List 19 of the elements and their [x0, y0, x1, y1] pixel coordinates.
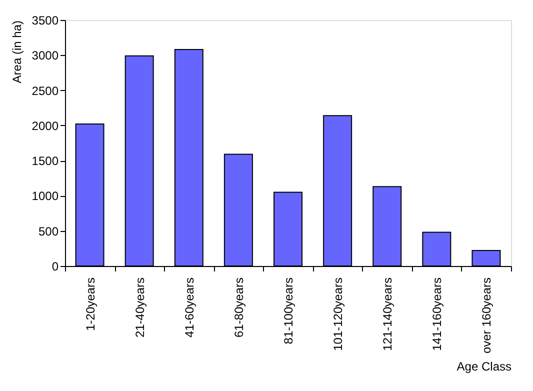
y-tick-label: 2500: [32, 84, 59, 98]
x-tick-label: 121-140years: [380, 278, 395, 351]
x-tick-label: over 160years: [480, 278, 494, 354]
x-tick-label: 61-80years: [232, 278, 246, 338]
y-tick-label: 0: [52, 260, 59, 274]
y-tick-label: 500: [38, 224, 59, 238]
x-tick-label: 21-40years: [132, 278, 147, 338]
y-tick-label: 1000: [32, 189, 59, 204]
x-tick-label: 41-60years: [182, 278, 196, 338]
x-tick-label: 101-120years: [331, 278, 346, 351]
x-axis-title: Age Class: [456, 360, 512, 374]
y-tick-label: 3000: [32, 48, 59, 63]
x-tick-label: 1-20years: [83, 278, 98, 331]
y-tick-label: 2000: [32, 118, 59, 133]
x-tick-label: 141-160years: [430, 278, 444, 351]
y-axis-title: Area (in ha): [10, 20, 24, 84]
y-tick-label: 1500: [32, 154, 59, 168]
x-tick-label: 81-100years: [282, 278, 296, 344]
y-tick-label: 3500: [32, 14, 59, 28]
